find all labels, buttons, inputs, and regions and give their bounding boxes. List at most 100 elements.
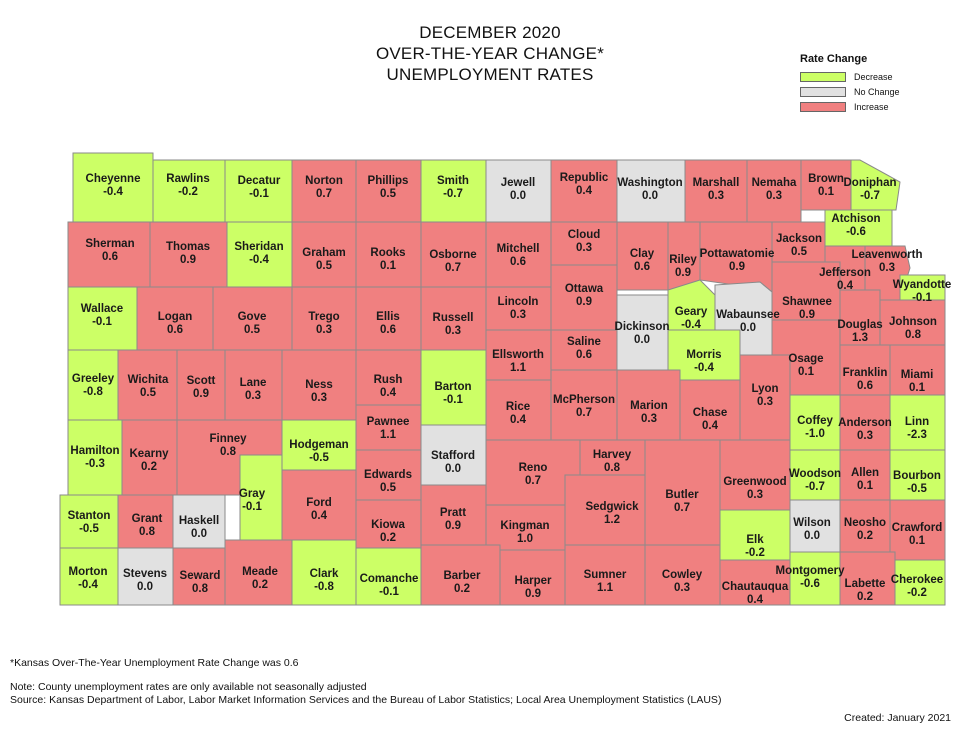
county-label-decatur: Decatur -0.1 xyxy=(238,175,281,200)
county-value: 0.9 xyxy=(180,254,196,266)
county-value: -0.6 xyxy=(846,226,866,238)
county-name: Linn xyxy=(905,416,929,428)
county-name: Greeley xyxy=(72,373,115,385)
county-label-marshall: Marshall 0.3 xyxy=(693,177,740,202)
county-value: -0.7 xyxy=(805,481,825,493)
county-label-hodgeman: Hodgeman -0.5 xyxy=(289,439,348,464)
county-value: 0.0 xyxy=(804,530,820,542)
county-value: -0.5 xyxy=(79,523,99,535)
county-name: Ford xyxy=(306,497,332,509)
county-label-smith: Smith -0.7 xyxy=(437,175,469,200)
county-name: Harvey xyxy=(593,449,632,461)
county-value: 0.1 xyxy=(909,535,926,547)
county-label-stanton: Stanton -0.5 xyxy=(68,510,111,535)
county-name: Kingman xyxy=(500,520,549,532)
county-value: -0.4 xyxy=(103,186,123,198)
county-value: 0.3 xyxy=(708,190,724,202)
county-name: Washington xyxy=(617,177,682,189)
legend-item-increase: Increase xyxy=(800,99,920,114)
county-label-pawnee: Pawnee 1.1 xyxy=(367,416,410,441)
county-label-greeley: Greeley -0.8 xyxy=(72,373,115,398)
legend-label-decrease: Decrease xyxy=(854,71,893,82)
county-value: 0.4 xyxy=(747,594,764,606)
county-value: 0.4 xyxy=(702,420,719,432)
county-label-osborne: Osborne 0.7 xyxy=(429,249,476,274)
county-name: Mitchell xyxy=(497,243,540,255)
county-label-dickinson: Dickinson 0.0 xyxy=(615,321,670,346)
county-value: 0.3 xyxy=(757,396,773,408)
county-name: Brown xyxy=(808,173,844,185)
county-label-morris: Morris -0.4 xyxy=(686,349,721,374)
county-name: Harper xyxy=(514,575,552,587)
county-label-logan: Logan 0.6 xyxy=(158,311,193,336)
county-name: Allen xyxy=(851,467,879,479)
county-label-kearny: Kearny 0.2 xyxy=(130,448,170,473)
county-value: -0.3 xyxy=(85,458,105,470)
county-name: Wilson xyxy=(793,517,831,529)
county-label-norton: Norton 0.7 xyxy=(305,175,343,200)
county-label-elk: Elk -0.2 xyxy=(745,534,765,559)
county-label-kiowa: Kiowa 0.2 xyxy=(371,519,405,544)
county-label-geary: Geary -0.4 xyxy=(675,306,708,331)
title-line-3: UNEMPLOYMENT RATES xyxy=(386,65,594,84)
county-greeley xyxy=(67,349,119,421)
county-label-jewell: Jewell 0.0 xyxy=(501,177,536,202)
county-label-linn: Linn -2.3 xyxy=(905,416,929,441)
county-value: 0.2 xyxy=(857,530,873,542)
county-name: Bourbon xyxy=(893,470,941,482)
county-value: 1.2 xyxy=(604,514,620,526)
county-label-phillips: Phillips 0.5 xyxy=(368,175,409,200)
county-name: Doniphan xyxy=(843,177,896,189)
county-label-rooks: Rooks 0.1 xyxy=(370,247,405,272)
county-name: Johnson xyxy=(889,316,937,328)
county-name: Ellis xyxy=(376,311,400,323)
county-value: 0.1 xyxy=(909,382,926,394)
county-label-ford: Ford 0.4 xyxy=(306,497,332,522)
county-value: 0.3 xyxy=(674,582,690,594)
county-name: Graham xyxy=(302,247,345,259)
county-label-stafford: Stafford 0.0 xyxy=(431,450,475,475)
county-name: Saline xyxy=(567,336,601,348)
county-label-seward: Seward 0.8 xyxy=(180,570,221,595)
county-name: Elk xyxy=(746,534,764,546)
county-value: -0.4 xyxy=(694,362,714,374)
county-label-haskell: Haskell 0.0 xyxy=(179,515,219,540)
county-value: 0.2 xyxy=(252,579,268,591)
county-name: Gray xyxy=(239,488,266,500)
county-name: Miami xyxy=(901,369,934,381)
county-label-rice: Rice 0.4 xyxy=(506,401,530,426)
county-label-chase: Chase 0.4 xyxy=(693,407,728,432)
county-label-crawford: Crawford 0.1 xyxy=(892,522,942,547)
county-value: 0.3 xyxy=(641,413,657,425)
county-value: 0.7 xyxy=(316,188,332,200)
county-value: 0.6 xyxy=(576,349,592,361)
county-label-harper: Harper 0.9 xyxy=(514,575,552,600)
county-value: 0.8 xyxy=(604,462,621,474)
county-label-meade: Meade 0.2 xyxy=(242,566,278,591)
county-value: 1.3 xyxy=(852,332,868,344)
county-value: 0.5 xyxy=(380,482,397,494)
county-name: Barton xyxy=(434,381,471,393)
county-name: Jackson xyxy=(776,233,822,245)
title-line-1: DECEMBER 2020 xyxy=(419,23,561,42)
county-label-stevens: Stevens 0.0 xyxy=(123,568,167,593)
county-value: 0.1 xyxy=(857,480,874,492)
county-name: Pratt xyxy=(440,507,466,519)
county-value: 0.2 xyxy=(857,591,873,603)
county-name: Norton xyxy=(305,175,343,187)
county-name: Rooks xyxy=(370,247,405,259)
county-value: 0.7 xyxy=(525,475,541,487)
county-label-bourbon: Bourbon -0.5 xyxy=(893,470,941,495)
county-value: 0.0 xyxy=(137,581,153,593)
county-value: 0.4 xyxy=(311,510,328,522)
county-name: Edwards xyxy=(364,469,412,481)
county-value: 0.5 xyxy=(140,387,157,399)
county-label-johnson: Johnson 0.8 xyxy=(889,316,937,341)
county-label-coffey: Coffey -1.0 xyxy=(797,415,833,440)
legend-swatch-decrease xyxy=(800,71,846,82)
county-name: Lyon xyxy=(751,383,778,395)
county-label-mcpherson: McPherson 0.7 xyxy=(553,394,615,419)
county-value: 0.3 xyxy=(747,489,763,501)
note-text: Note: County unemployment rates are only… xyxy=(10,681,367,693)
